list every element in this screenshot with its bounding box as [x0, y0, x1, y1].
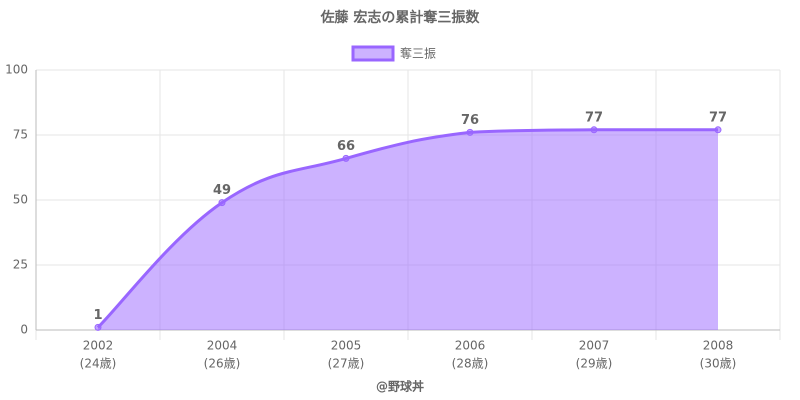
footer: @野球丼 — [376, 379, 424, 394]
y-tick-label: 25 — [13, 258, 28, 272]
y-tick-label: 50 — [13, 193, 28, 207]
data-label: 77 — [709, 110, 727, 125]
x-tick-sublabel: (26歳) — [204, 357, 241, 371]
point — [94, 323, 102, 331]
x-tick-sublabel: (27歳) — [328, 357, 365, 371]
x-tick-label: 2005 — [331, 339, 362, 353]
x-tick-label: 2002 — [83, 339, 114, 353]
point — [714, 126, 722, 134]
x-tick-sublabel: (30歳) — [700, 357, 737, 371]
point — [342, 154, 350, 162]
y-tick-label: 0 — [20, 323, 28, 337]
data-label: 77 — [585, 110, 603, 125]
x-tick-sublabel: (29歳) — [576, 357, 613, 371]
y-tick-label: 100 — [5, 63, 28, 77]
x-tick-sublabel: (24歳) — [80, 357, 117, 371]
legend-swatch — [351, 45, 395, 62]
x-tick-sublabel: (28歳) — [452, 357, 489, 371]
chart-title: 佐藤 宏志の累計奪三振数 — [320, 9, 481, 26]
point — [218, 199, 226, 207]
legend-label: 奪三振 — [400, 46, 436, 61]
y-tick-label: 75 — [13, 128, 28, 142]
data-label: 1 — [93, 308, 102, 323]
data-label: 66 — [337, 139, 355, 154]
point — [590, 126, 598, 134]
data-label: 49 — [213, 183, 231, 198]
line — [96, 128, 718, 329]
area — [98, 129, 718, 330]
x-tick-label: 2007 — [579, 339, 610, 353]
data-label: 76 — [461, 113, 479, 128]
x-tick-label: 2008 — [703, 339, 734, 353]
x-tick-label: 2006 — [455, 339, 486, 353]
point — [466, 128, 474, 136]
x-tick-label: 2004 — [207, 339, 238, 353]
